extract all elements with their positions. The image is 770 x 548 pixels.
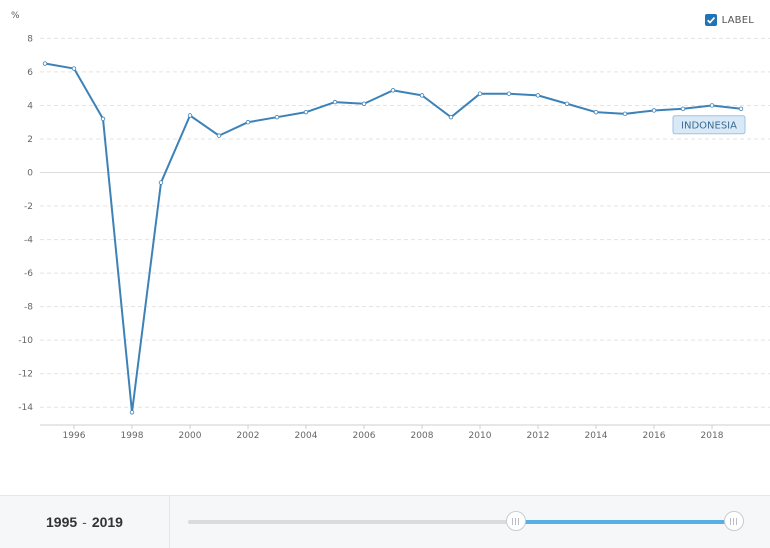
y-tick-label: 6 [27, 68, 33, 78]
data-point [71, 66, 77, 71]
data-point [477, 91, 483, 96]
chart: % 8 6 4 2 0 -2 -4 -6 -8 -10 -12 -14 1996 1998 2000 2002 2… [11, 11, 770, 441]
y-tick-label: -2 [24, 202, 33, 212]
data-point [738, 106, 744, 111]
data-point [361, 101, 367, 106]
data-point [129, 410, 135, 415]
data-point [680, 106, 686, 111]
x-tick-label: 1998 [121, 431, 144, 441]
checkmark-icon [704, 14, 717, 26]
data-point [622, 111, 628, 117]
series-end-label: INDONESIA [681, 120, 737, 131]
data-point [709, 103, 715, 108]
y-tick-label: -12 [18, 370, 33, 380]
range-end: 2019 [91, 514, 123, 530]
x-tick-label: 2008 [411, 431, 434, 441]
data-point [42, 61, 48, 66]
x-tick-label: 1996 [63, 431, 86, 441]
x-tick-label: 2016 [643, 431, 666, 441]
data-point [564, 101, 570, 106]
y-tick-label: 8 [27, 34, 33, 44]
data-point [332, 99, 338, 105]
series-end-label-box [672, 115, 746, 135]
x-tick-label: 2014 [585, 431, 608, 441]
y-tick-label: 0 [27, 169, 33, 179]
range-separator: - [82, 514, 87, 530]
range-footer: 1995 - 2019 [0, 495, 770, 548]
data-point [158, 180, 164, 185]
label-toggle[interactable]: LABEL [704, 14, 754, 26]
grip-icon [511, 517, 520, 525]
y-axis-unit-label: % [11, 11, 20, 21]
x-tick-label: 2018 [701, 431, 724, 441]
data-point [187, 113, 193, 118]
series-line-indonesia [44, 62, 742, 414]
slider-selected-range [515, 520, 734, 524]
y-tick-label: 2 [27, 135, 33, 145]
data-point [274, 114, 280, 120]
y-tick-label: -8 [24, 303, 33, 313]
x-tick-label: 2006 [353, 431, 376, 441]
line-chart: % 8 6 4 2 0 -2 -4 -6 -8 -10 -12 -14 1996 1998 2000 2002 2… [11, 11, 770, 441]
y-tick-label: -4 [24, 236, 33, 246]
data-point [216, 133, 222, 138]
slider-track[interactable] [188, 520, 744, 524]
x-tick-label: 2010 [469, 431, 492, 441]
data-point [100, 116, 106, 122]
y-tick-label: -6 [24, 269, 33, 279]
year-range-slider[interactable] [188, 510, 744, 534]
x-tick-label: 2002 [237, 431, 260, 441]
x-tick-label: 2012 [527, 431, 550, 441]
grip-icon [730, 517, 738, 525]
slider-end-handle[interactable] [724, 511, 744, 531]
data-point [506, 91, 512, 96]
data-point [593, 109, 599, 115]
y-tick-label: 4 [27, 101, 33, 111]
label-toggle-text: LABEL [721, 14, 754, 26]
data-point [448, 114, 454, 120]
data-point [303, 109, 309, 115]
x-tick-label: 2004 [295, 431, 318, 441]
y-tick-label: -14 [18, 403, 33, 413]
range-start: 1995 [46, 514, 78, 530]
data-point [535, 93, 541, 98]
data-point [651, 108, 657, 113]
slider-start-handle[interactable] [505, 511, 526, 531]
x-tick-label: 2000 [179, 431, 202, 441]
data-point [245, 120, 251, 125]
label-checkbox[interactable] [704, 14, 717, 26]
data-point [390, 88, 396, 93]
data-point [419, 93, 425, 98]
year-range-display: 1995 - 2019 [0, 496, 170, 548]
y-tick-label: -10 [18, 336, 33, 346]
